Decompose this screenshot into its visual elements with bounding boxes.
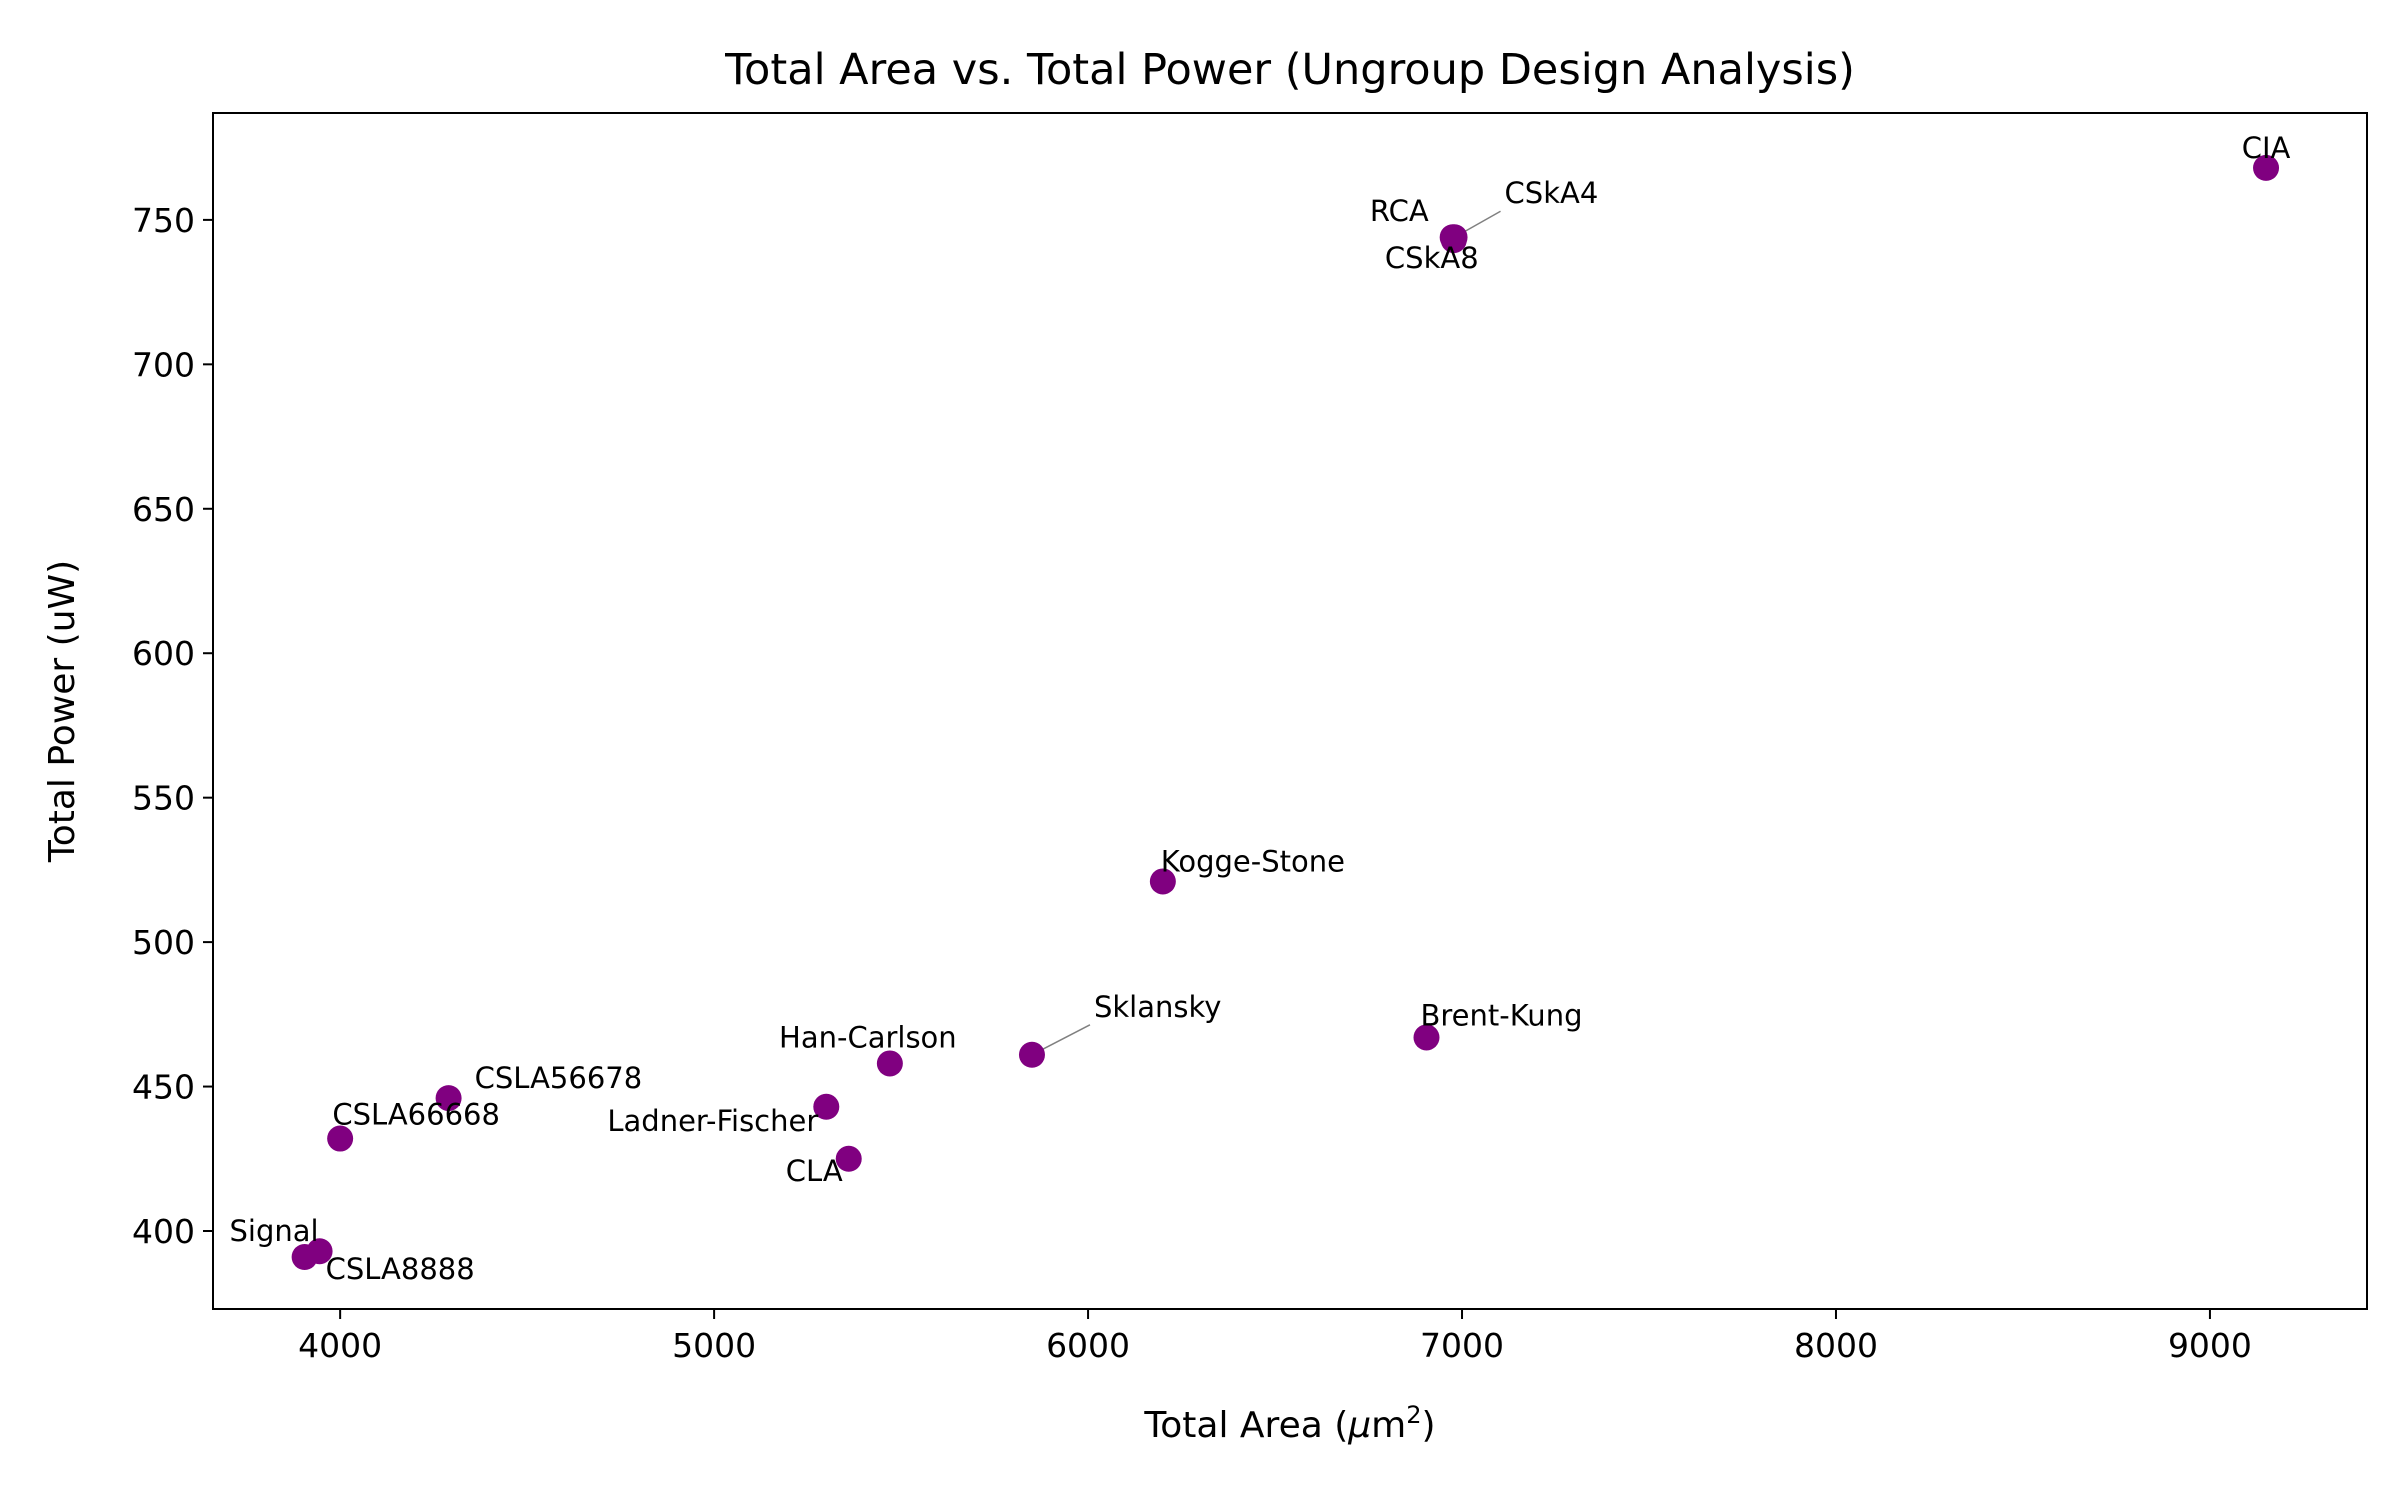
data-point — [327, 1125, 354, 1152]
data-point — [876, 1050, 903, 1077]
x-tick-label: 7000 — [1420, 1326, 1504, 1365]
data-point — [813, 1093, 840, 1120]
y-tick-label: 700 — [132, 345, 195, 384]
data-point — [1018, 1041, 1045, 1068]
y-tick-label: 500 — [132, 923, 195, 962]
x-tick-label: 8000 — [1794, 1326, 1878, 1365]
plot-area: 4000 5000 6000 7000 8000 9000 400 450 500 550 600 6… — [132, 131, 2291, 1365]
chart-title: Total Area vs. Total Power (Ungroup Desi… — [724, 45, 1855, 95]
point-label: CLA — [786, 1154, 843, 1188]
point-label: Han-Carlson — [779, 1020, 957, 1054]
y-tick-label: 600 — [132, 634, 195, 673]
data-point — [1413, 1024, 1440, 1051]
data-point — [1149, 868, 1176, 895]
point-label: CIA — [2242, 131, 2291, 165]
x-axis-label: Total Area (μm2) — [1143, 1401, 1435, 1446]
point-label: CSkA8 — [1385, 241, 1479, 275]
data-point — [1440, 227, 1467, 254]
data-point — [835, 1145, 862, 1172]
x-tick-label: 9000 — [2168, 1326, 2252, 1365]
y-tick-label: 550 — [132, 779, 195, 818]
y-tick-label: 650 — [132, 490, 195, 529]
data-point — [306, 1238, 333, 1265]
y-tick-label: 400 — [132, 1212, 195, 1251]
x-tick-label: 4000 — [298, 1326, 382, 1365]
point-label: Signal — [230, 1214, 319, 1248]
x-tick-label: 5000 — [672, 1326, 756, 1365]
point-label: RCA — [1370, 194, 1429, 228]
y-tick-label: 750 — [132, 201, 195, 240]
point-label: Kogge-Stone — [1161, 844, 1345, 878]
point-label: Sklansky — [1094, 990, 1221, 1024]
data-point — [2253, 154, 2280, 181]
point-label: CSLA56678 — [475, 1061, 643, 1095]
data-point — [435, 1085, 462, 1112]
point-label: Ladner-Fischer — [607, 1104, 818, 1138]
point-label: Brent-Kung — [1421, 998, 1583, 1032]
x-tick-label: 6000 — [1046, 1326, 1130, 1365]
point-label: CSkA4 — [1505, 176, 1599, 210]
point-label: CSLA8888 — [326, 1252, 475, 1286]
plot-frame — [212, 112, 2368, 1310]
y-axis-label: Total Power (uW) — [42, 560, 83, 863]
point-label: CSLA66668 — [332, 1098, 500, 1132]
y-tick-label: 450 — [132, 1068, 195, 1107]
